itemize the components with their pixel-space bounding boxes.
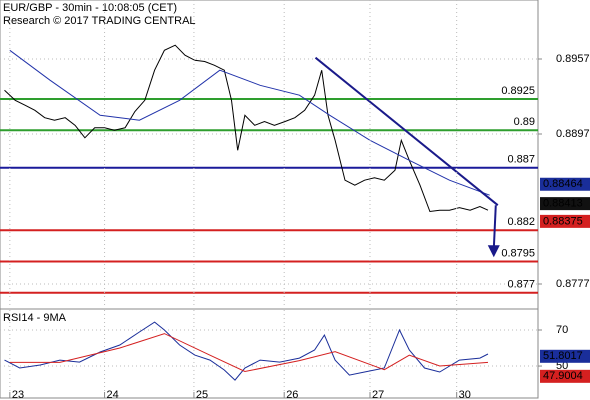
level-label: 0.8795	[501, 247, 535, 259]
x-tick-label: 26	[286, 389, 298, 400]
price-tag-label: 0.88375	[543, 215, 583, 227]
arrow	[492, 205, 497, 250]
series-line	[9, 49, 490, 196]
price-tag-label: 51.8017	[543, 350, 583, 362]
level-label: 0.89	[514, 116, 535, 128]
level-label: 0.882	[507, 216, 535, 228]
chart-subtitle: Research © 2017 TRADING CENTRAL	[3, 15, 196, 27]
y-tick-label: 70	[556, 324, 568, 336]
price-tag	[540, 214, 590, 228]
price-tag	[540, 349, 590, 363]
series-line	[4, 321, 489, 381]
price-tag	[540, 177, 590, 191]
series-line	[9, 333, 489, 373]
plot-frame	[0, 0, 539, 399]
y-tick-label: 0.8957	[556, 53, 590, 65]
x-tick-label: 30	[459, 389, 471, 400]
x-tick-label: 27	[372, 389, 384, 400]
x-tick-label: 24	[107, 389, 119, 400]
price-tag	[540, 369, 590, 383]
level-label: 0.8925	[501, 85, 535, 97]
y-tick-label: 0.8897	[556, 128, 590, 140]
level-label: 0.877	[507, 279, 535, 291]
arrow-head	[487, 245, 500, 258]
price-tag-label: 0.88464	[543, 178, 583, 190]
level-label: 0.887	[507, 154, 535, 166]
y-tick-label: 0.8777	[556, 278, 590, 290]
price-tag-label: 47.9004	[543, 370, 583, 382]
x-tick-label: 23	[12, 389, 24, 400]
price-tag	[540, 197, 590, 211]
rsi-title: RSI14 - 9MA	[3, 312, 67, 324]
x-tick-label: 25	[196, 389, 208, 400]
series-line	[4, 44, 489, 213]
trend-line	[314, 56, 499, 206]
price-tag-label: 0.88413	[543, 198, 583, 210]
chart-title: EUR/GBP - 30min - 10:08:05 (CET)	[3, 2, 177, 14]
y-tick-label: 50	[556, 360, 568, 372]
